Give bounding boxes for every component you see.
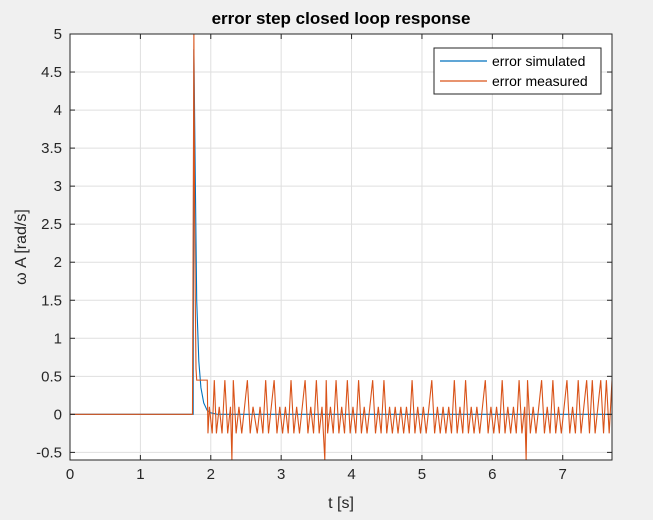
x-axis-label: t [s] [328, 495, 354, 512]
x-tick-label: 3 [277, 466, 285, 483]
y-tick-label: -0.5 [36, 444, 62, 461]
y-tick-label: 0 [54, 406, 62, 423]
x-tick-label: 4 [347, 466, 355, 483]
x-tick-label: 1 [136, 466, 144, 483]
legend-box [433, 47, 602, 95]
ticks: 0 1 2 3 4 5 6 7-0.500.511.522.533.544.55 [36, 26, 612, 483]
data-series [70, 34, 612, 460]
y-tick-label: 2.5 [41, 216, 62, 233]
x-tick-label: 2 [207, 466, 215, 483]
x-tick-label: 0 [66, 466, 74, 483]
y-tick-label: 1 [54, 330, 62, 347]
chart-title: error step closed loop response [212, 9, 471, 28]
y-tick-label: 3.5 [41, 140, 62, 157]
y-axis-label: ω A [rad/s] [13, 209, 30, 285]
y-tick-label: 0.5 [41, 368, 62, 385]
y-tick-label: 1.5 [41, 292, 62, 309]
legend[interactable]: error simulated error measured [433, 47, 602, 95]
grid [69, 33, 612, 460]
y-tick-label: 3 [54, 178, 62, 195]
legend-label-measured: error measured [492, 73, 588, 89]
axes-box [69, 33, 613, 461]
x-tick-label: 7 [559, 466, 567, 483]
series-line-error-measured [70, 34, 612, 460]
y-tick-label: 4.5 [41, 64, 62, 81]
x-tick-label: 6 [488, 466, 496, 483]
x-tick-label: 5 [418, 466, 426, 483]
y-tick-label: 4 [54, 102, 62, 119]
plot-area [70, 34, 612, 460]
legend-label-simulated: error simulated [492, 53, 585, 69]
y-tick-label: 5 [54, 26, 62, 43]
y-tick-label: 2 [54, 254, 62, 271]
